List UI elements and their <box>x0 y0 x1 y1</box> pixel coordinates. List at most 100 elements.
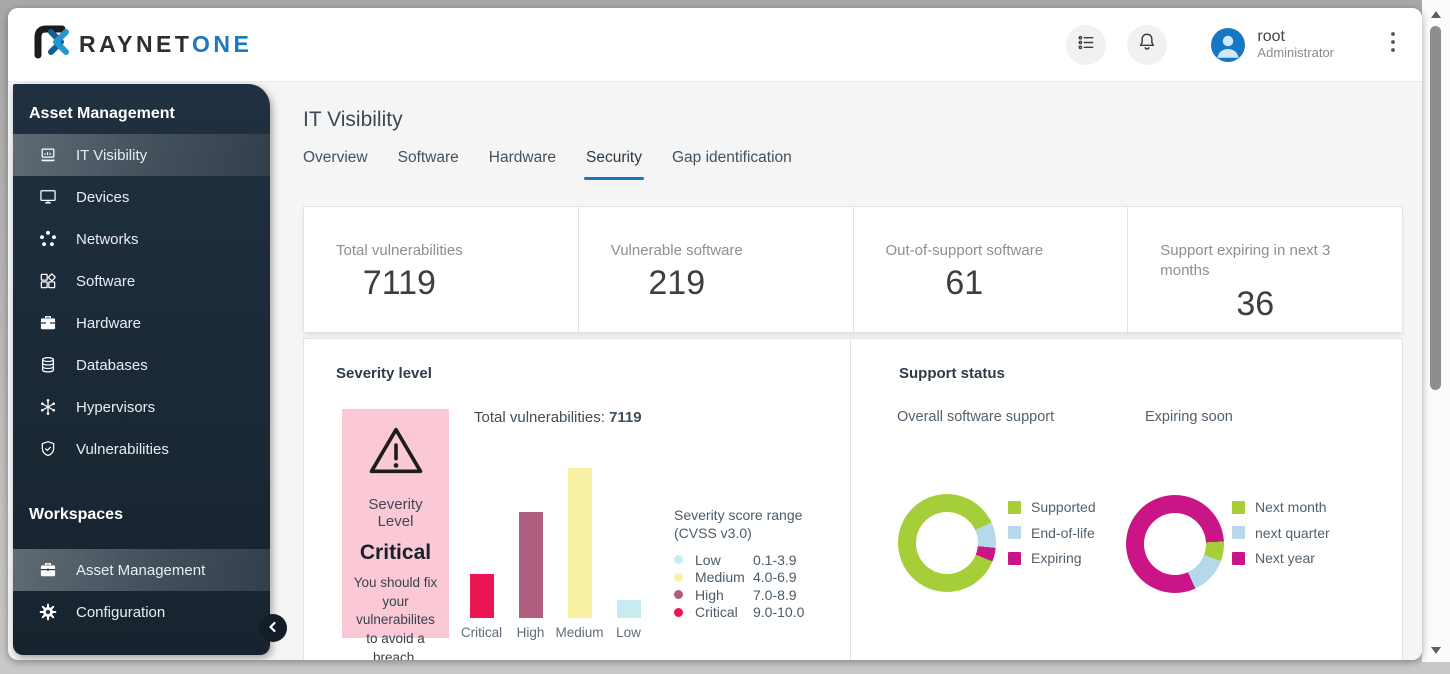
expiring-soon-title: Expiring soon <box>1145 409 1233 425</box>
support-status-card: Support status Overall software support … <box>851 338 1403 660</box>
shield-check-icon <box>38 439 58 459</box>
alert-message: You should fix your vulnerabilites to av… <box>353 575 438 660</box>
overall-support-donut-chart <box>898 494 996 592</box>
toolbox-icon <box>38 313 58 333</box>
alert-level: Critical <box>359 541 432 564</box>
next-year-swatch <box>1232 551 1245 565</box>
sidebar-item-devices[interactable]: Devices <box>13 176 270 218</box>
header-actions: root Administrator <box>1066 24 1402 65</box>
brand-name: RAYNETONE <box>79 31 253 57</box>
bar-chart-title: Total vulnerabilities: 7119 <box>474 409 642 426</box>
sidebar-item-label: Databases <box>76 356 148 374</box>
sidebar-item-hardware[interactable]: Hardware <box>13 302 270 344</box>
workspace-item-asset-management[interactable]: Asset Management <box>13 549 270 591</box>
laptop-icon <box>38 145 58 165</box>
kebab-icon <box>1390 32 1396 58</box>
sidebar-item-it-visibility[interactable]: IT Visibility <box>13 134 270 176</box>
bar-x-label: Medium <box>555 625 604 640</box>
software-grid-icon <box>38 271 58 291</box>
legend-item-next-year: Next year <box>1232 550 1330 566</box>
bell-icon <box>1136 31 1158 58</box>
activity-log-button[interactable] <box>1066 24 1107 65</box>
monitor-icon <box>38 187 58 207</box>
expiring-swatch <box>1008 551 1021 565</box>
warning-triangle-icon <box>367 427 425 480</box>
person-icon <box>1211 35 1245 62</box>
sidebar-item-label: Hardware <box>76 314 142 332</box>
stat-value: 36 <box>1236 284 1275 323</box>
sidebar-collapse-button[interactable] <box>259 614 287 642</box>
severity-bar-column-medium: Medium <box>555 468 604 640</box>
severity-bar-column-critical: Critical <box>457 468 506 640</box>
stat-value: 7119 <box>362 264 436 303</box>
sidebar-item-label: Software <box>76 272 136 290</box>
severity-bar-critical <box>469 574 494 618</box>
sidebar-item-networks[interactable]: Networks <box>13 218 270 260</box>
gear-icon <box>38 602 58 622</box>
chevron-left-icon <box>266 620 280 637</box>
main-content: IT Visibility Overview Software Hardware… <box>270 82 1422 660</box>
bar-x-label: Critical <box>460 625 503 640</box>
severity-bar-column-low: Low <box>604 468 653 640</box>
stat-card-support-expiring: Support expiring in next 3 months 36 <box>1128 206 1403 333</box>
card-title: Severity level <box>336 365 432 382</box>
bar-x-label: Low <box>616 625 641 640</box>
user-role: Administrator <box>1257 45 1334 61</box>
legend-item-medium: Medium 4.0-6.9 <box>674 569 844 587</box>
tab-gap-identification[interactable]: Gap identification <box>671 149 792 166</box>
user-avatar[interactable] <box>1211 27 1246 62</box>
card-title: Support status <box>899 365 1005 382</box>
page-title: IT Visibility <box>303 108 403 131</box>
medium-dot <box>674 572 683 582</box>
stat-card-total-vulnerabilities: Total vulnerabilities 7119 <box>303 206 579 333</box>
stats-row: Total vulnerabilities 7119 Vulnerable so… <box>303 206 1403 333</box>
sidebar-item-vulnerabilities[interactable]: Vulnerabilities <box>13 428 270 470</box>
tab-software[interactable]: Software <box>397 149 459 166</box>
sidebar-item-hypervisors[interactable]: Hypervisors <box>13 386 270 428</box>
end-of-life-swatch <box>1008 526 1021 539</box>
stat-label: Vulnerable software <box>610 242 743 259</box>
tab-security[interactable]: Security <box>583 149 644 180</box>
brand-logo[interactable]: RAYNETONE <box>32 23 252 66</box>
tab-hardware[interactable]: Hardware <box>488 149 556 166</box>
more-menu-button[interactable] <box>1384 26 1402 63</box>
scroll-down-arrow[interactable] <box>1431 647 1441 654</box>
bar-x-label: High <box>516 625 545 640</box>
workspace-item-configuration[interactable]: Configuration <box>13 591 270 633</box>
severity-bar-low <box>616 600 641 618</box>
low-dot <box>674 555 683 565</box>
next-month-swatch <box>1232 500 1245 514</box>
stat-label: Total vulnerabilities <box>336 242 463 259</box>
bar-chart-total: 7119 <box>609 409 642 426</box>
activity-log-icon <box>1076 32 1097 58</box>
severity-bar-high <box>518 512 543 618</box>
sidebar-item-label: Devices <box>76 188 130 206</box>
tab-overview[interactable]: Overview <box>303 149 368 166</box>
sidebar-item-label: IT Visibility <box>76 146 148 164</box>
tab-bar: Overview Software Hardware Security Gap … <box>303 149 792 180</box>
overall-support-legend: Supported End-of-life Expiring <box>1008 499 1096 576</box>
notifications-button[interactable] <box>1127 24 1168 65</box>
next-quarter-swatch <box>1232 526 1245 539</box>
charts-row: Severity level Severity Level Critical Y… <box>303 338 1403 660</box>
sidebar-item-software[interactable]: Software <box>13 260 270 302</box>
page-scrollbar[interactable] <box>1422 0 1450 662</box>
stat-label: Support expiring in next 3 months <box>1160 242 1331 280</box>
briefcase-icon <box>38 560 58 580</box>
app-window: RAYNETONE <box>8 8 1422 660</box>
brand-logo-icon <box>32 23 70 66</box>
sidebar-section-workspaces: Workspaces <box>29 506 123 523</box>
stat-label: Out-of-support software <box>885 242 1044 259</box>
user-name: root <box>1257 27 1285 45</box>
legend-item-supported: Supported <box>1008 499 1096 515</box>
severity-legend: Severity score range (CVSS v3.0) Low 0.1… <box>674 507 844 621</box>
sidebar-item-databases[interactable]: Databases <box>13 344 270 386</box>
sidebar-item-label: Asset Management <box>76 561 206 579</box>
scroll-up-arrow[interactable] <box>1431 11 1441 18</box>
scrollbar-thumb[interactable] <box>1430 26 1441 390</box>
legend-item-high: High 7.0-8.9 <box>674 586 844 604</box>
stat-card-vulnerable-software: Vulnerable software 219 <box>578 206 854 333</box>
sidebar-item-label: Networks <box>76 230 139 248</box>
user-meta: root Administrator <box>1257 28 1334 61</box>
overall-support-title: Overall software support <box>897 409 1055 425</box>
